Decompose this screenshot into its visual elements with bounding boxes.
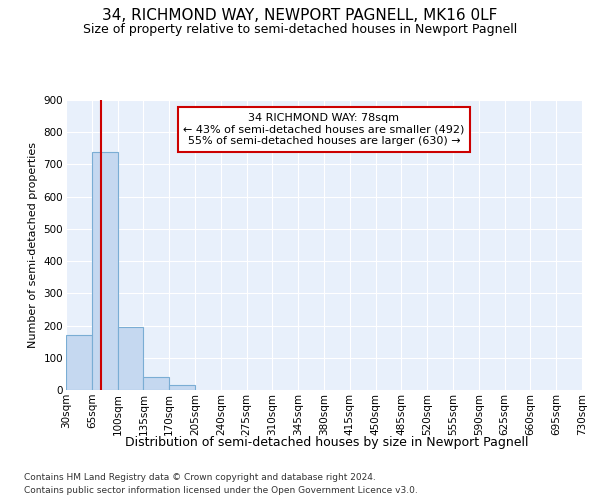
Text: Size of property relative to semi-detached houses in Newport Pagnell: Size of property relative to semi-detach… [83,22,517,36]
Text: Contains public sector information licensed under the Open Government Licence v3: Contains public sector information licen… [24,486,418,495]
Bar [169,385,195,390]
Text: Distribution of semi-detached houses by size in Newport Pagnell: Distribution of semi-detached houses by … [125,436,529,449]
Bar [66,335,92,390]
Text: Contains HM Land Registry data © Crown copyright and database right 2024.: Contains HM Land Registry data © Crown c… [24,472,376,482]
Y-axis label: Number of semi-detached properties: Number of semi-detached properties [28,142,38,348]
Bar [118,327,143,390]
Text: 34 RICHMOND WAY: 78sqm
← 43% of semi-detached houses are smaller (492)
55% of se: 34 RICHMOND WAY: 78sqm ← 43% of semi-det… [184,113,464,146]
Bar [92,152,118,390]
Bar [143,377,169,390]
Text: 34, RICHMOND WAY, NEWPORT PAGNELL, MK16 0LF: 34, RICHMOND WAY, NEWPORT PAGNELL, MK16 … [103,8,497,22]
